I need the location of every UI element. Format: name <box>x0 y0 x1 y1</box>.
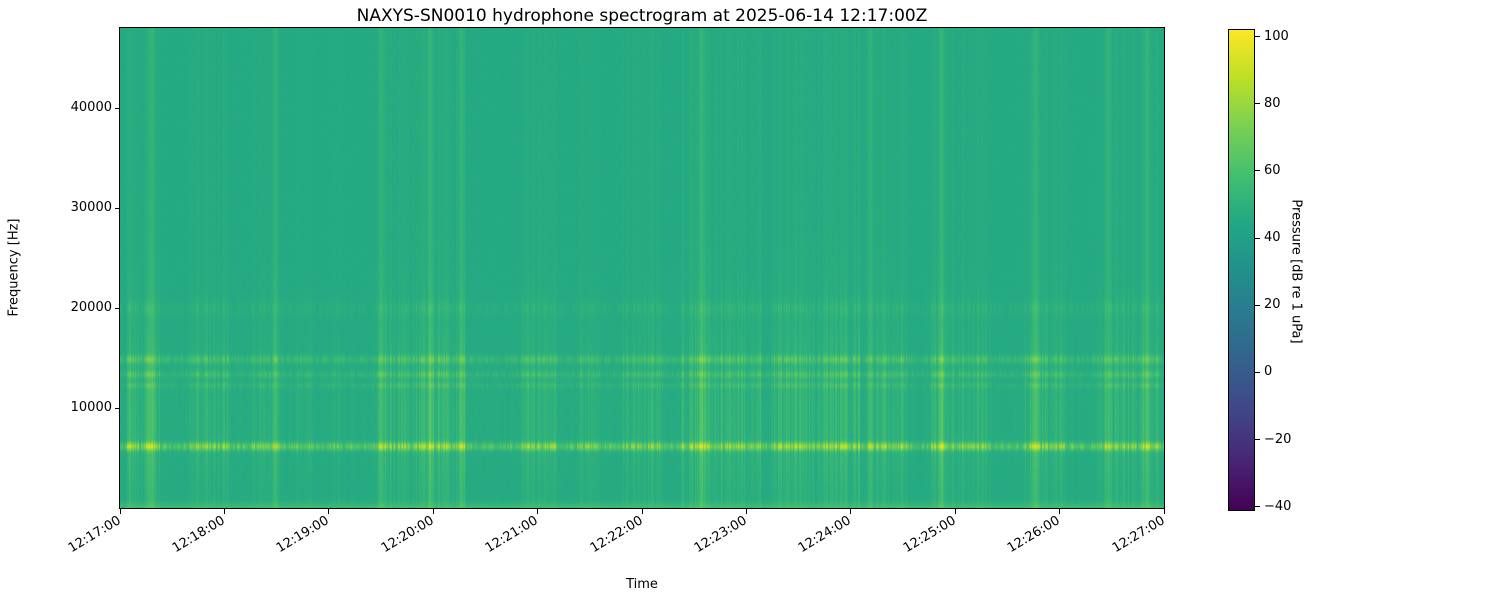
x-tick-label: 12:27:00 <box>1109 513 1168 557</box>
colorbar-tick-label: 20 <box>1264 297 1281 313</box>
colorbar-tick-label: −40 <box>1264 498 1292 514</box>
y-tick-mark <box>115 207 120 209</box>
colorbar-tick-label: 40 <box>1264 230 1281 246</box>
x-tick-mark <box>1059 509 1061 514</box>
y-tick-label: 30000 <box>70 200 112 215</box>
colorbar-tick-mark <box>1255 304 1260 306</box>
x-tick-label: 12:17:00 <box>65 513 124 557</box>
x-tick-label: 12:25:00 <box>900 513 959 557</box>
colorbar-tick-mark <box>1255 103 1260 105</box>
colorbar-tick-mark <box>1255 237 1260 239</box>
x-tick-mark <box>537 509 539 514</box>
x-tick-label: 12:18:00 <box>169 513 228 557</box>
y-tick-mark <box>115 407 120 409</box>
x-tick-mark <box>119 509 121 514</box>
x-tick-label: 12:26:00 <box>1005 513 1063 557</box>
y-tick-label: 20000 <box>70 300 112 315</box>
colorbar-tick-mark <box>1255 506 1260 508</box>
colorbar-tick-label: 0 <box>1264 364 1273 380</box>
x-tick-mark <box>1163 509 1165 514</box>
x-tick-mark <box>223 509 225 514</box>
spectrogram-heatmap <box>120 28 1164 508</box>
colorbar-tick-label: 80 <box>1264 95 1281 111</box>
x-tick-mark <box>850 509 852 514</box>
colorbar-tick-mark <box>1255 36 1260 38</box>
x-tick-mark <box>954 509 956 514</box>
y-axis-label: Frequency [Hz] <box>6 218 22 317</box>
x-tick-label: 12:22:00 <box>587 513 646 557</box>
colorbar-tick-label: 60 <box>1264 162 1281 178</box>
colorbar-tick-label: 100 <box>1264 28 1289 44</box>
x-tick-label: 12:23:00 <box>691 513 750 557</box>
y-tick-mark <box>115 307 120 309</box>
x-tick-mark <box>641 509 643 514</box>
y-tick-label: 10000 <box>70 400 112 415</box>
colorbar-tick-label: −20 <box>1264 431 1292 447</box>
x-tick-label: 12:19:00 <box>274 513 333 557</box>
colorbar-label: Pressure [dB re 1 uPa] <box>1288 199 1304 344</box>
x-tick-mark <box>328 509 330 514</box>
x-tick-label: 12:21:00 <box>483 513 541 557</box>
chart-title: NAXYS-SN0010 hydrophone spectrogram at 2… <box>356 6 928 26</box>
y-tick-mark <box>115 107 120 109</box>
colorbar-tick-mark <box>1255 439 1260 440</box>
colorbar-tick-mark <box>1255 371 1260 373</box>
colorbar-tick-mark <box>1255 170 1260 172</box>
x-axis-label: Time <box>626 577 658 592</box>
x-tick-label: 12:24:00 <box>796 513 855 557</box>
x-tick-mark <box>745 509 747 514</box>
spectrogram-plot-area <box>119 27 1165 509</box>
x-tick-label: 12:20:00 <box>378 513 437 557</box>
y-tick-label: 40000 <box>70 100 112 115</box>
x-tick-mark <box>432 509 434 514</box>
colorbar <box>1228 29 1255 511</box>
